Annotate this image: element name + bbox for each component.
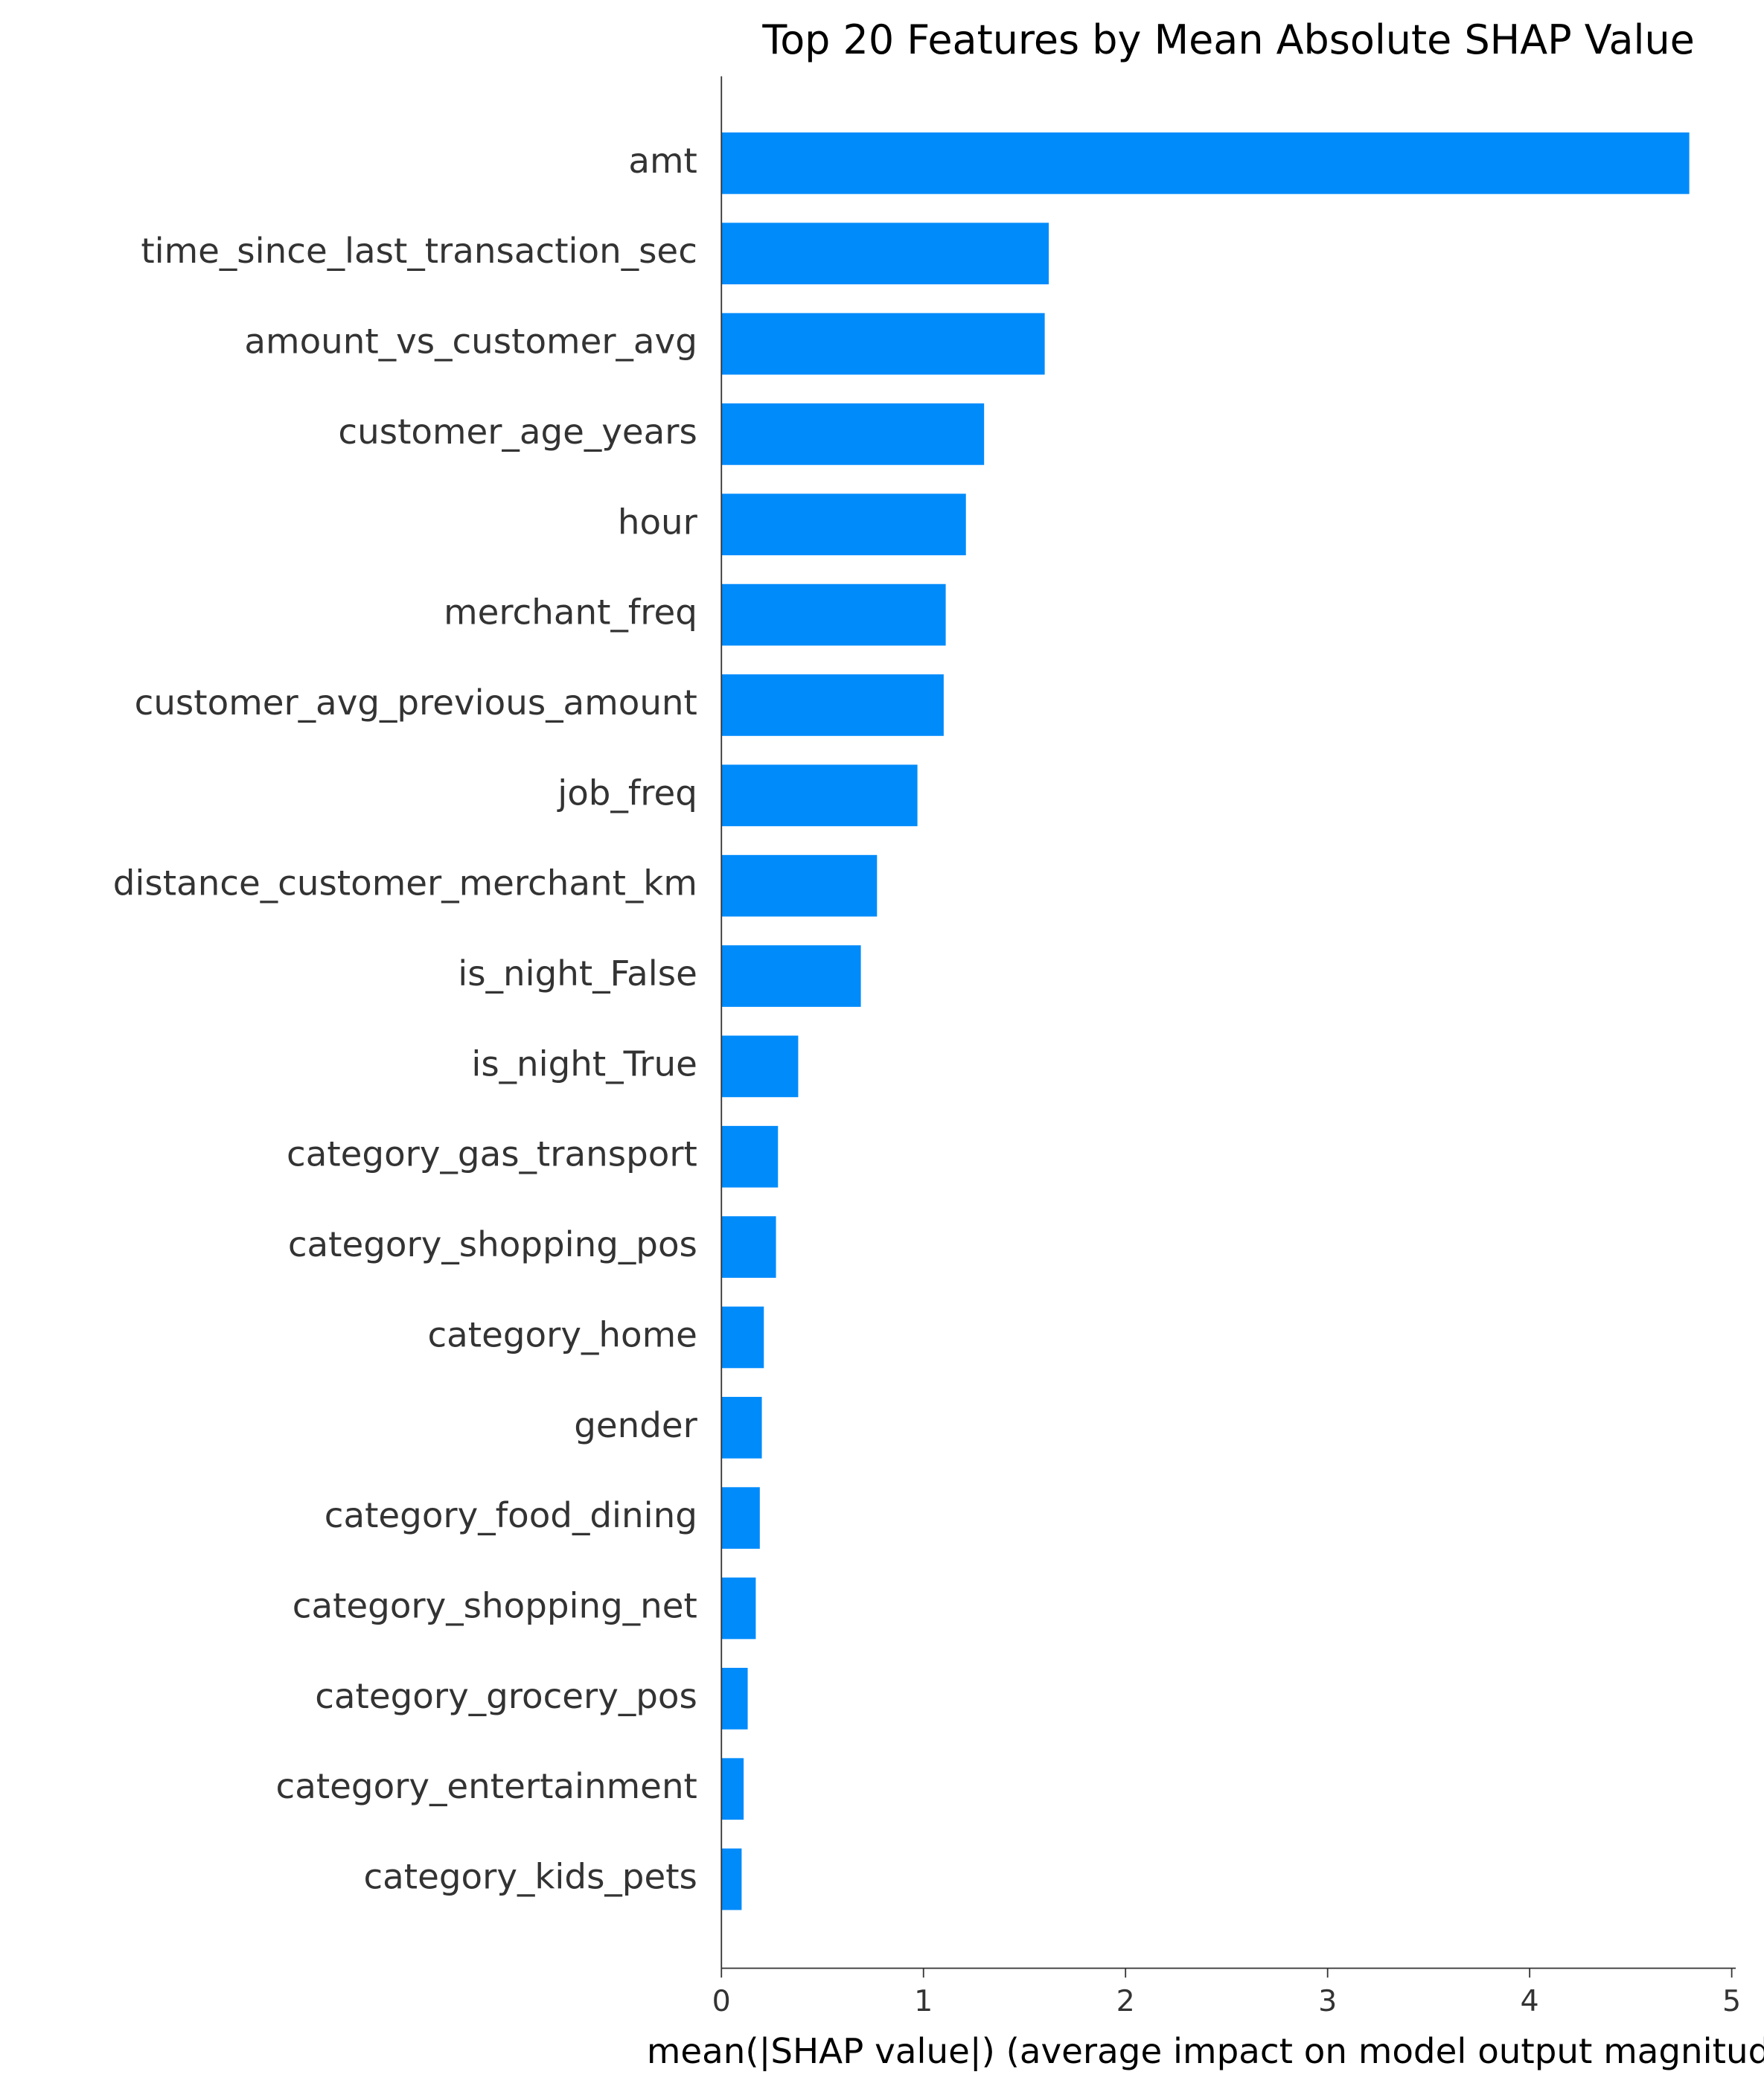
y-tick-label: category_entertainment (276, 1767, 697, 1807)
x-tick-label: 4 (1521, 1984, 1539, 2018)
y-tick-label: distance_customer_merchant_km (113, 864, 697, 904)
x-tick-label: 0 (712, 1984, 731, 2018)
bar (721, 854, 878, 917)
bar (721, 583, 946, 646)
y-tick-label: job_freq (557, 773, 697, 813)
bar (721, 1487, 760, 1549)
y-tick-label: category_grocery_pos (315, 1677, 697, 1717)
y-tick-label: category_shopping_net (293, 1586, 697, 1626)
bar (721, 132, 1690, 194)
bar (721, 1577, 756, 1640)
bar (721, 1848, 742, 1910)
bar (721, 764, 918, 827)
y-tick-label: category_kids_pets (363, 1858, 697, 1898)
x-tick-label: 2 (1116, 1984, 1135, 2018)
y-tick-label: is_night_True (471, 1044, 697, 1084)
bar (721, 403, 985, 465)
x-tick-label: 5 (1722, 1984, 1741, 2018)
bar (721, 1758, 744, 1820)
bar (721, 1216, 776, 1278)
bar (721, 1125, 779, 1188)
bar (721, 674, 944, 736)
y-tick-label: category_home (427, 1315, 697, 1355)
x-tick-label: 1 (914, 1984, 933, 2018)
y-tick-label: customer_avg_previous_amount (135, 683, 697, 723)
y-tick-label: category_gas_transport (287, 1135, 697, 1175)
chart-title: Top 20 Features by Mean Absolute SHAP Va… (761, 16, 1694, 63)
bar (721, 1396, 762, 1459)
y-tick-label: amt (628, 141, 697, 182)
bar (721, 1306, 764, 1369)
bar (721, 313, 1045, 375)
y-tick-label: merchant_freq (444, 593, 697, 633)
bar (721, 1035, 799, 1098)
y-tick-label: customer_age_years (338, 412, 697, 452)
y-tick-label: amount_vs_customer_avg (244, 322, 697, 362)
y-tick-label: category_food_dining (325, 1496, 697, 1536)
bar (721, 223, 1049, 285)
x-axis-label: mean(|SHAP value|) (average impact on mo… (647, 2032, 1764, 2072)
y-tick-label: time_since_last_transaction_sec (141, 231, 697, 272)
bar (721, 493, 966, 556)
bar (721, 1667, 748, 1730)
x-tick-label: 3 (1318, 1984, 1337, 2018)
bar (721, 945, 861, 1007)
y-tick-label: is_night_False (458, 954, 697, 994)
y-tick-label: gender (574, 1406, 697, 1446)
y-tick-label: hour (618, 502, 698, 543)
y-tick-label: category_shopping_pos (288, 1225, 697, 1265)
